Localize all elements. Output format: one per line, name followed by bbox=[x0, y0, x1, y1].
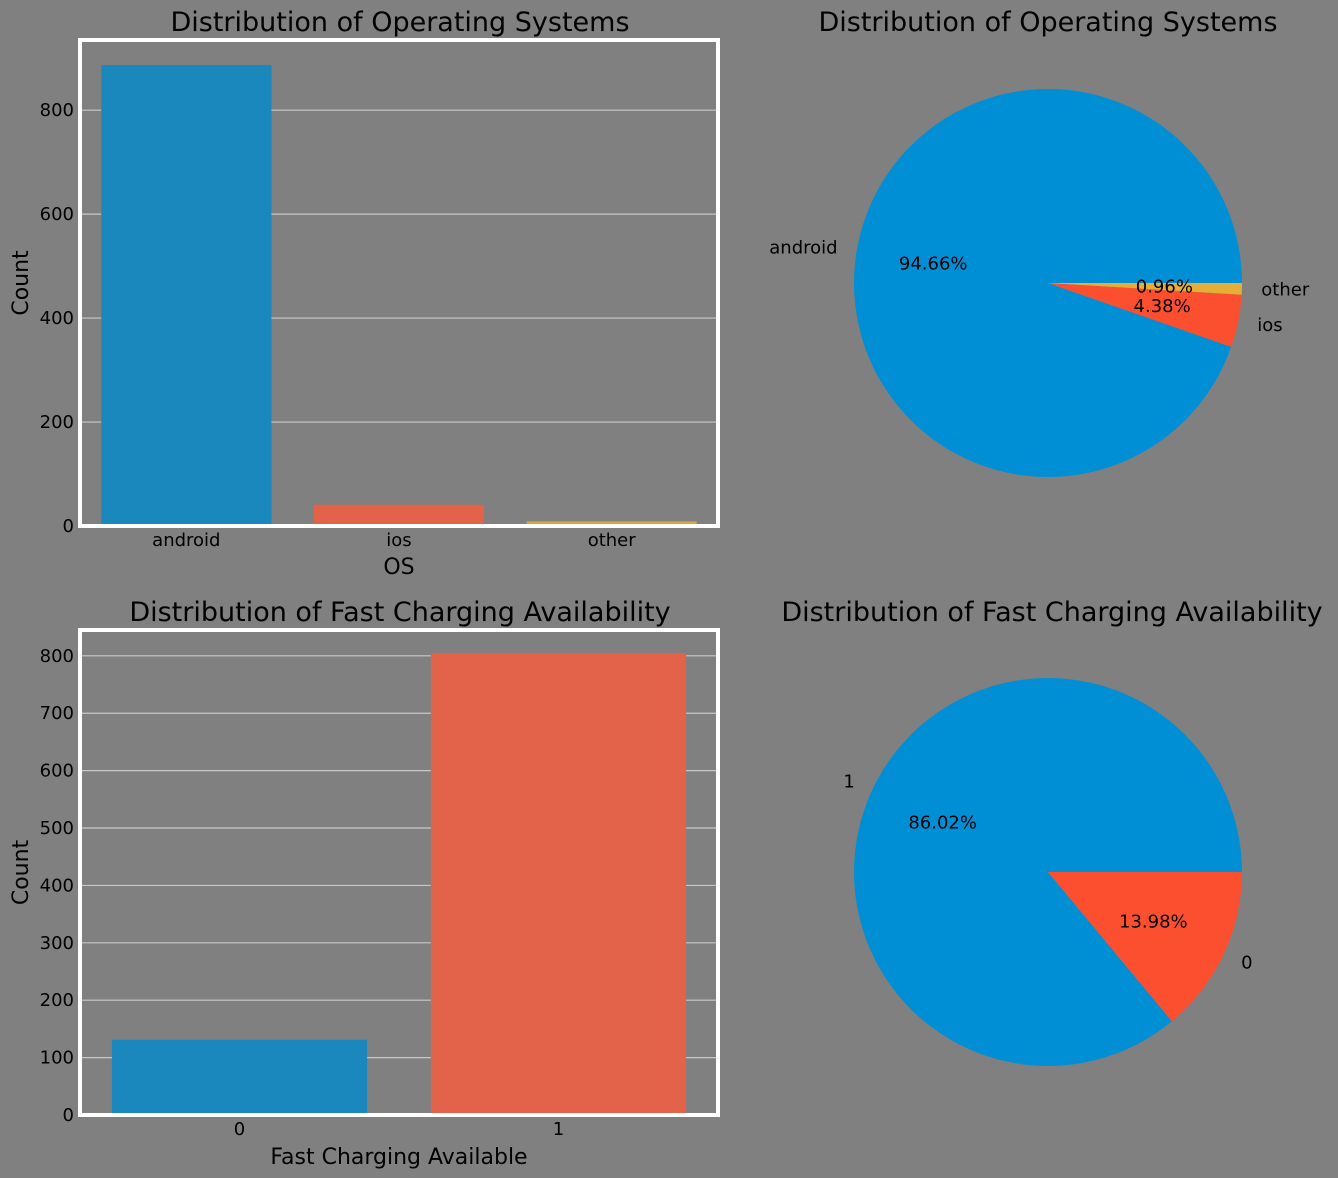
y-tick-label: 500 bbox=[40, 818, 74, 839]
x-tick-label: android bbox=[152, 530, 220, 551]
bar-android bbox=[101, 64, 272, 526]
pie-slice-0 bbox=[1048, 872, 1242, 1022]
bar-ios bbox=[313, 504, 485, 526]
y-tick-label: 300 bbox=[40, 933, 74, 954]
y-tick-label: 0 bbox=[63, 516, 74, 537]
pie-percent-label: 86.02% bbox=[908, 813, 977, 834]
plot-frame bbox=[78, 38, 720, 528]
chart-title: Distribution of Fast Charging Availabili… bbox=[129, 597, 670, 628]
pie-percent-label: 4.38% bbox=[1134, 296, 1191, 317]
pie-percent-label: 94.66% bbox=[899, 254, 968, 275]
x-axis-label: Fast Charging Available bbox=[270, 1145, 527, 1170]
chart-title: Distribution of Fast Charging Availabili… bbox=[781, 597, 1322, 628]
x-tick-label: ios bbox=[386, 530, 411, 551]
y-tick-label: 800 bbox=[40, 100, 74, 121]
y-tick-label: 700 bbox=[40, 703, 74, 724]
pie-label: ios bbox=[1257, 315, 1282, 336]
y-tick-label: 600 bbox=[40, 204, 74, 225]
y-tick-label: 200 bbox=[40, 990, 74, 1011]
bar-1 bbox=[430, 652, 687, 1115]
bar-other bbox=[526, 521, 697, 526]
y-tick-label: 200 bbox=[40, 412, 74, 433]
chart-title: Distribution of Operating Systems bbox=[170, 7, 629, 38]
pie-slice-ios bbox=[1048, 283, 1242, 347]
pie-percent-label: 13.98% bbox=[1119, 911, 1188, 932]
pie-slice-other bbox=[1048, 283, 1242, 295]
pie-label: other bbox=[1261, 279, 1310, 300]
os-pie-chart: Distribution of Operating Systems android… bbox=[769, 7, 1310, 478]
y-tick-label: 400 bbox=[40, 875, 74, 896]
x-tick-label: 0 bbox=[234, 1119, 245, 1140]
bar-0 bbox=[111, 1039, 368, 1115]
y-tick-label: 0 bbox=[63, 1105, 74, 1126]
pie-label: 1 bbox=[843, 771, 854, 792]
pie-percent-label: 0.96% bbox=[1136, 277, 1193, 298]
y-axis-label: Count bbox=[9, 839, 34, 905]
y-tick-label: 100 bbox=[40, 1048, 74, 1069]
plot-frame bbox=[78, 628, 720, 1117]
y-tick-label: 800 bbox=[40, 646, 74, 667]
pie-slice-android bbox=[853, 89, 1242, 478]
x-tick-label: other bbox=[588, 530, 637, 551]
chart-title: Distribution of Operating Systems bbox=[818, 7, 1277, 38]
x-tick-label: 1 bbox=[553, 1119, 564, 1140]
pie-label: android bbox=[769, 237, 837, 258]
os-bar-chart: Distribution of Operating Systems 0 200 400… bbox=[9, 7, 720, 580]
x-axis-label: OS bbox=[383, 555, 414, 580]
y-tick-label: 400 bbox=[40, 308, 74, 329]
pie-label: 0 bbox=[1241, 953, 1252, 974]
y-tick-label: 600 bbox=[40, 761, 74, 782]
y-axis-label: Count bbox=[9, 250, 34, 316]
fast-charging-pie-chart: Distribution of Fast Charging Availabili… bbox=[781, 597, 1323, 1066]
fast-charging-bar-chart: Distribution of Fast Charging Availabili… bbox=[9, 597, 720, 1170]
